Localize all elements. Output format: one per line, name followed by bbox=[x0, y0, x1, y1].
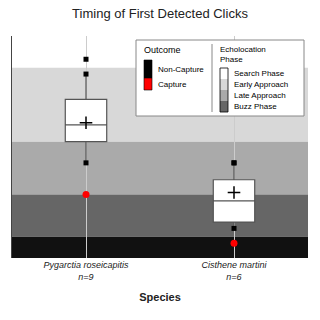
svg-text:Outcome: Outcome bbox=[144, 45, 181, 55]
svg-text:EcholocationPhase: EcholocationPhase bbox=[220, 45, 266, 64]
svg-text:Early Approach: Early Approach bbox=[234, 80, 288, 89]
svg-text:Buzz Phase: Buzz Phase bbox=[234, 102, 277, 111]
svg-text:Pygarctia roseicapitisn=9: Pygarctia roseicapitisn=9 bbox=[43, 260, 129, 282]
svg-text:Non-Capture: Non-Capture bbox=[158, 65, 204, 74]
svg-text:Search Phase: Search Phase bbox=[234, 69, 285, 78]
svg-text:Cisthene martinin=6: Cisthene martinin=6 bbox=[201, 260, 267, 282]
svg-text:Capture: Capture bbox=[158, 80, 187, 89]
svg-text:Timing of First Detected Click: Timing of First Detected Clicks bbox=[72, 6, 248, 21]
svg-text:Late Approach: Late Approach bbox=[234, 91, 286, 100]
svg-text:Species: Species bbox=[139, 291, 181, 303]
